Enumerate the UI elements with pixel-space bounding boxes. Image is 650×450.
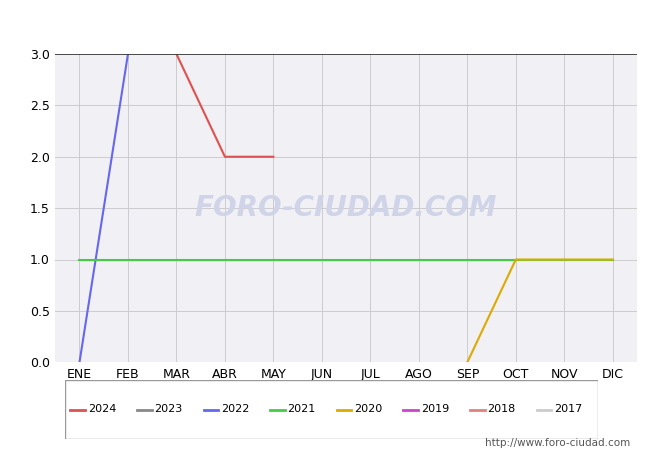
Text: 2024: 2024 (88, 405, 116, 414)
Text: FORO-CIUDAD.COM: FORO-CIUDAD.COM (195, 194, 497, 222)
Text: 2021: 2021 (287, 405, 316, 414)
Text: 2018: 2018 (488, 405, 515, 414)
Text: Afiliados en Ujados a 31/5/2024: Afiliados en Ujados a 31/5/2024 (182, 14, 468, 33)
Text: 2023: 2023 (154, 405, 183, 414)
Text: 2022: 2022 (221, 405, 250, 414)
Text: 2019: 2019 (421, 405, 449, 414)
Text: http://www.foro-ciudad.com: http://www.foro-ciudad.com (486, 438, 630, 448)
Text: 2017: 2017 (554, 405, 582, 414)
Text: 2020: 2020 (354, 405, 382, 414)
